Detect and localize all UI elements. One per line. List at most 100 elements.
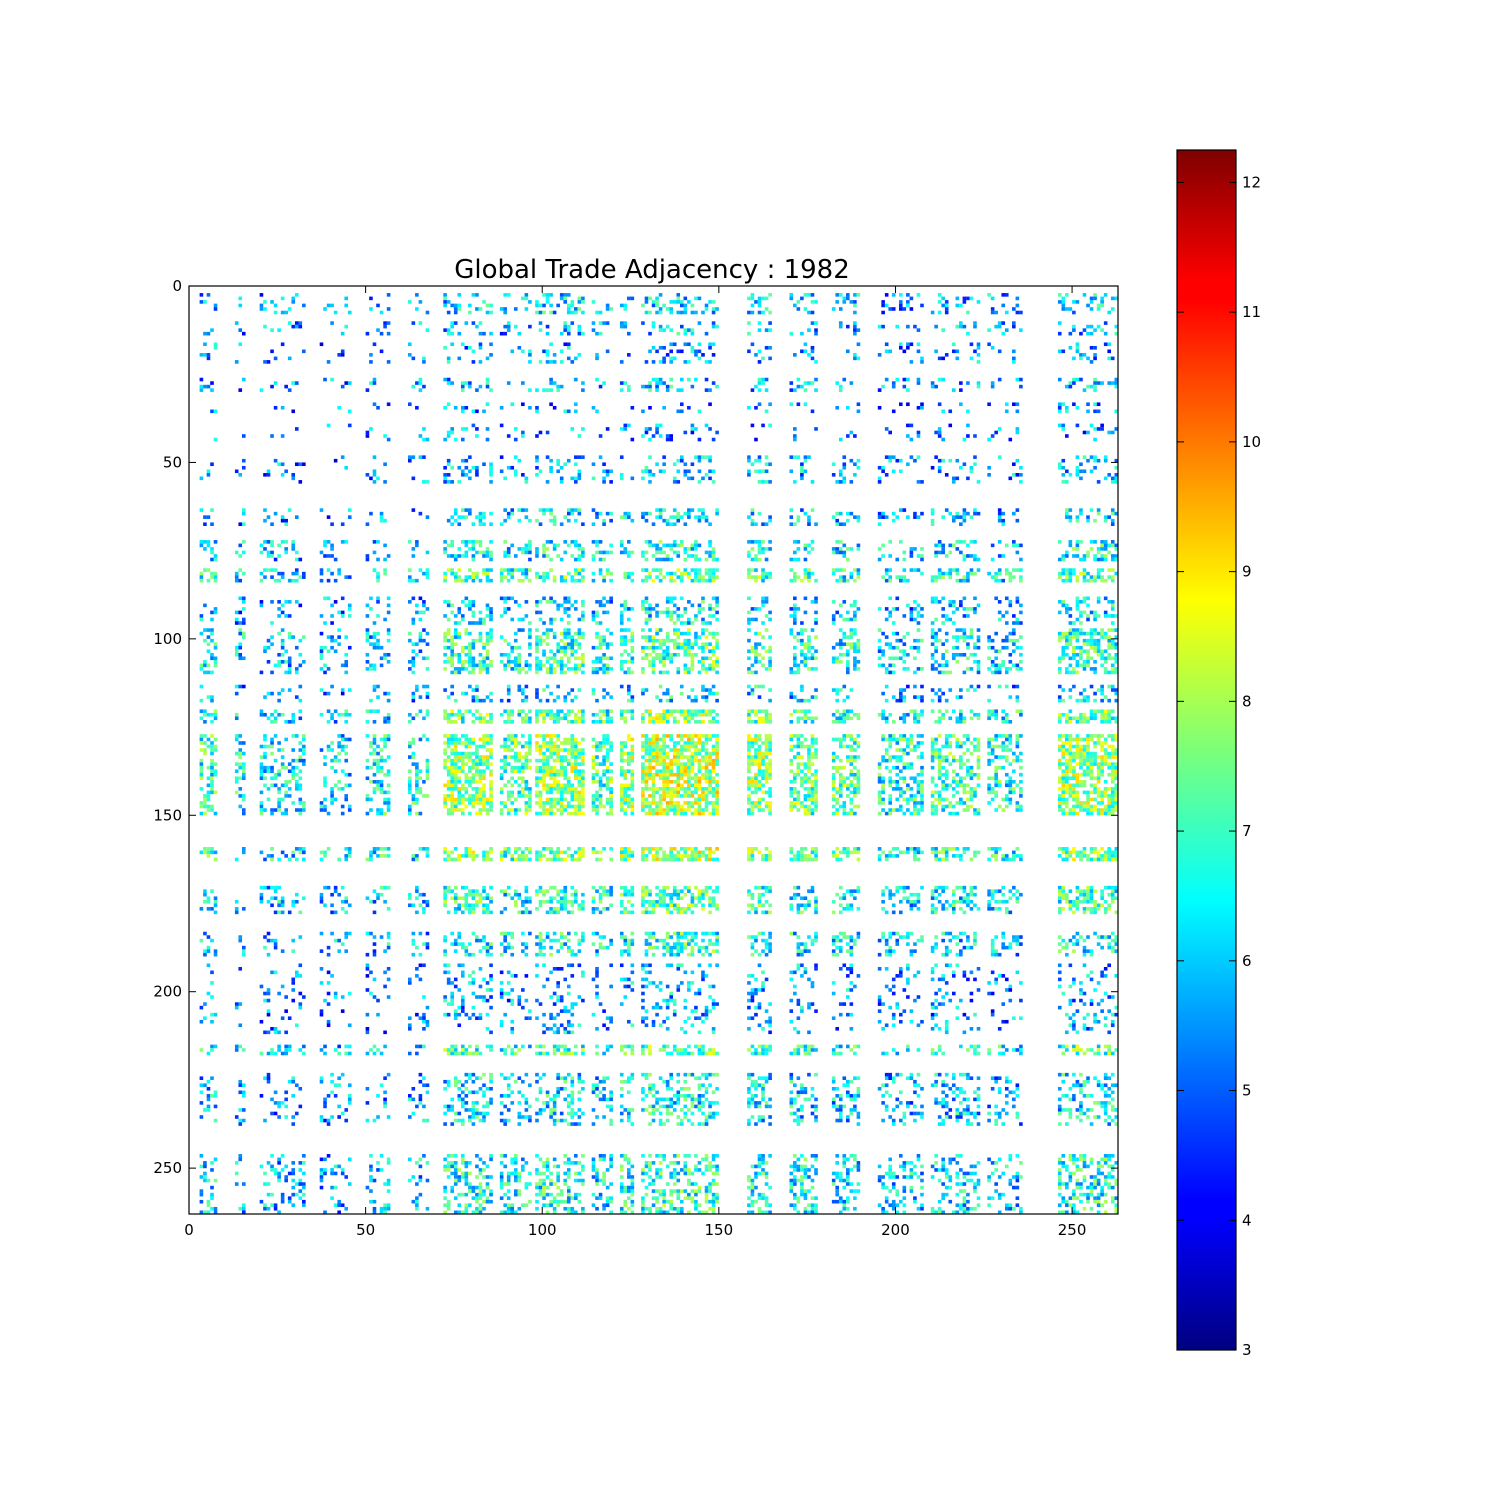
heatmap-cell [803, 307, 808, 311]
heatmap-cell [1086, 518, 1090, 523]
heatmap-cell [517, 660, 522, 664]
heatmap-cell [1100, 554, 1104, 558]
heatmap-cell [298, 462, 303, 467]
heatmap-cell [838, 321, 843, 325]
heatmap-cell [376, 638, 380, 643]
heatmap-cell [1072, 670, 1076, 675]
heatmap-cell [849, 716, 854, 721]
heatmap-cell [1093, 455, 1097, 459]
heatmap-cell [1096, 741, 1101, 745]
heatmap-cell [460, 437, 465, 442]
heatmap-cell [1089, 638, 1094, 643]
heatmap-cell [902, 557, 907, 562]
heatmap-cell [344, 296, 349, 301]
heatmap-cell [468, 649, 472, 654]
heatmap-cell [665, 614, 670, 618]
heatmap-cell [669, 600, 673, 604]
heatmap-cell [1012, 307, 1016, 311]
heatmap-cell [877, 511, 882, 516]
heatmap-cell [687, 645, 691, 650]
heatmap-cell [1107, 684, 1111, 689]
heatmap-cell [846, 712, 850, 717]
heatmap-cell [997, 377, 1002, 382]
heatmap-cell [552, 744, 557, 749]
heatmap-cell [450, 712, 454, 717]
heatmap-cell [1096, 409, 1101, 414]
heatmap-cell [1004, 635, 1009, 639]
heatmap-cell [888, 645, 892, 650]
heatmap-cell [842, 709, 847, 714]
heatmap-cell [768, 737, 772, 742]
heatmap-cell [962, 628, 967, 632]
heatmap-cell [418, 511, 423, 516]
heatmap-cell [761, 578, 765, 583]
heatmap-cell [687, 508, 691, 512]
heatmap-cell [690, 508, 695, 512]
heatmap-cell [238, 568, 243, 572]
heatmap-cell [619, 321, 624, 325]
heatmap-cell [916, 695, 921, 699]
heatmap-cell [535, 660, 539, 664]
heatmap-cell [902, 578, 907, 583]
heatmap-cell [888, 656, 892, 661]
heatmap-cell [1110, 688, 1115, 692]
heatmap-cell [796, 716, 801, 721]
heatmap-cell [1114, 667, 1118, 671]
heatmap-cell [944, 614, 949, 618]
heatmap-cell [665, 543, 670, 548]
heatmap-cell [697, 409, 702, 414]
heatmap-cell [1093, 744, 1097, 749]
heatmap-cell [1075, 455, 1080, 459]
heatmap-cell [1068, 688, 1073, 692]
heatmap-cell [443, 571, 447, 576]
heatmap-cell [793, 388, 797, 392]
heatmap-cell [266, 473, 271, 477]
heatmap-cell [206, 384, 211, 389]
heatmap-cell [754, 557, 758, 562]
heatmap-cell [563, 635, 568, 639]
heatmap-cell [655, 712, 659, 717]
heatmap-cell [464, 667, 469, 671]
heatmap-cell [574, 455, 578, 459]
heatmap-cell [443, 296, 447, 301]
heatmap-cell [482, 571, 486, 576]
heatmap-cell [319, 568, 324, 572]
heatmap-cell [814, 522, 818, 527]
heatmap-cell [944, 617, 949, 622]
heatmap-cell [1075, 638, 1080, 643]
heatmap-cell [595, 621, 599, 625]
heatmap-cell [372, 402, 377, 407]
heatmap-cell [291, 578, 296, 583]
heatmap-cell [757, 360, 762, 364]
heatmap-cell [524, 307, 529, 311]
heatmap-cell [708, 476, 712, 481]
heatmap-cell [669, 434, 673, 438]
heatmap-cell [566, 614, 571, 618]
heatmap-cell [478, 342, 483, 347]
heatmap-cell [838, 638, 843, 643]
heatmap-cell [510, 508, 515, 512]
heatmap-cell [475, 324, 479, 329]
heatmap-cell [856, 649, 861, 654]
heatmap-cell [605, 473, 610, 477]
heatmap-cell [1072, 645, 1076, 650]
heatmap-cell [372, 645, 377, 650]
heatmap-cell [877, 353, 882, 357]
heatmap-cell [418, 631, 423, 636]
heatmap-cell [687, 737, 691, 742]
heatmap-cell [213, 342, 218, 347]
heatmap-cell [672, 744, 677, 749]
heatmap-cell [574, 631, 578, 636]
heatmap-cell [623, 324, 628, 329]
heatmap-cell [595, 310, 599, 315]
heatmap-cell [485, 663, 490, 668]
heatmap-cell [701, 508, 705, 512]
heatmap-cell [542, 737, 546, 742]
heatmap-cell [842, 716, 847, 721]
heatmap-cell [987, 635, 991, 639]
heatmap-cell [934, 554, 938, 558]
heatmap-cell [298, 638, 303, 643]
heatmap-cell [623, 515, 628, 519]
heatmap-cell [270, 550, 274, 555]
heatmap-cell [340, 540, 345, 544]
